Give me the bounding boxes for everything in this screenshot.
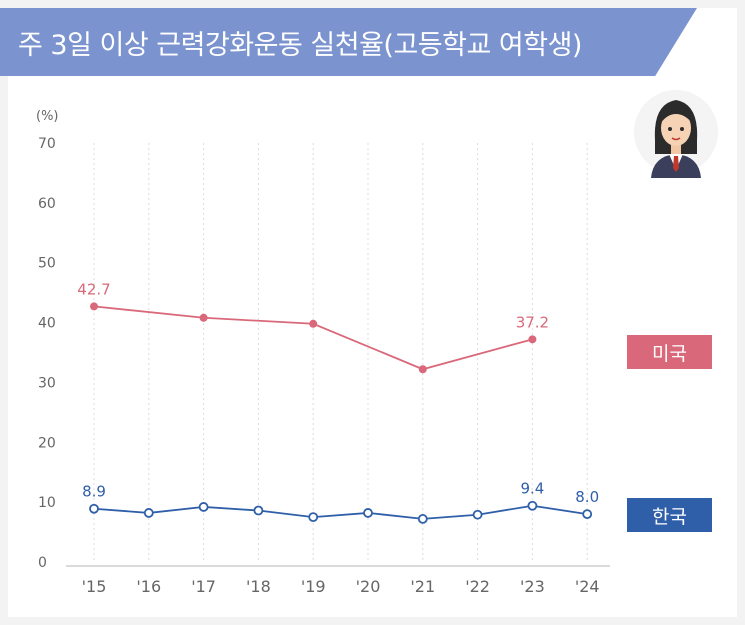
y-tick-label-0: 0 (38, 555, 47, 571)
legend-kr: 한국 (627, 498, 712, 532)
series-1-point-0 (89, 503, 99, 514)
series-1-point-3 (253, 505, 264, 516)
x-tick-label-1: '16 (136, 577, 161, 596)
series-1-point-5 (363, 508, 373, 518)
series-1-point-8 (527, 500, 538, 511)
series-1-point-4 (308, 512, 319, 523)
legend-us: 미국 (627, 335, 712, 369)
series-0-point-4 (309, 319, 318, 328)
series-1-point-6 (417, 514, 428, 524)
student-avatar-icon (634, 90, 718, 178)
y-tick-label-40: 40 (38, 316, 56, 332)
legend-us-label: 미국 (652, 342, 687, 365)
y-tick-label-60: 60 (38, 196, 56, 212)
series-0-point-6 (418, 365, 427, 374)
x-tick-label-2: '17 (191, 577, 216, 596)
series-1-point-1 (143, 508, 154, 518)
y-tick-label-50: 50 (38, 256, 56, 272)
x-tick-label-3: '18 (246, 577, 271, 596)
chart-card (8, 8, 737, 617)
series-1-point-7 (472, 509, 483, 520)
x-tick-label-9: '24 (575, 577, 600, 596)
y-tick-label-30: 30 (38, 375, 56, 391)
x-tick-label-6: '21 (410, 577, 435, 596)
y-tick-label-20: 20 (38, 435, 56, 451)
series-1-label-8: 9.4 (520, 480, 544, 498)
title-banner: 주 3일 이상 근력강화운동 실천율(고등학교 여학생) (0, 8, 697, 76)
x-tick-label-8: '23 (520, 577, 545, 596)
series-0-label-0: 42.7 (77, 280, 110, 298)
y-tick-label-10: 10 (38, 495, 56, 511)
series-1-point-2 (198, 502, 209, 512)
x-tick-label-5: '20 (356, 577, 381, 596)
series-1-point-9 (582, 509, 593, 520)
x-tick-label-0: '15 (82, 577, 107, 596)
x-tick-label-7: '22 (465, 577, 490, 596)
y-tick-label-70: 70 (38, 136, 56, 152)
series-0-point-8 (528, 335, 537, 344)
chart-title: 주 3일 이상 근력강화운동 실천율(고등학교 여학생) (18, 29, 582, 61)
series-0-label-8: 37.2 (516, 313, 549, 331)
series-0-point-0 (90, 302, 98, 311)
legend-kr-label: 한국 (652, 505, 687, 528)
series-0-point-2 (199, 313, 208, 322)
x-tick-label-4: '19 (301, 577, 326, 596)
series-1-label-0: 8.9 (82, 483, 106, 501)
series-line-1 (93, 504, 588, 520)
series-1-label-9: 8.0 (575, 488, 599, 506)
y-axis-unit: (%) (36, 109, 59, 124)
